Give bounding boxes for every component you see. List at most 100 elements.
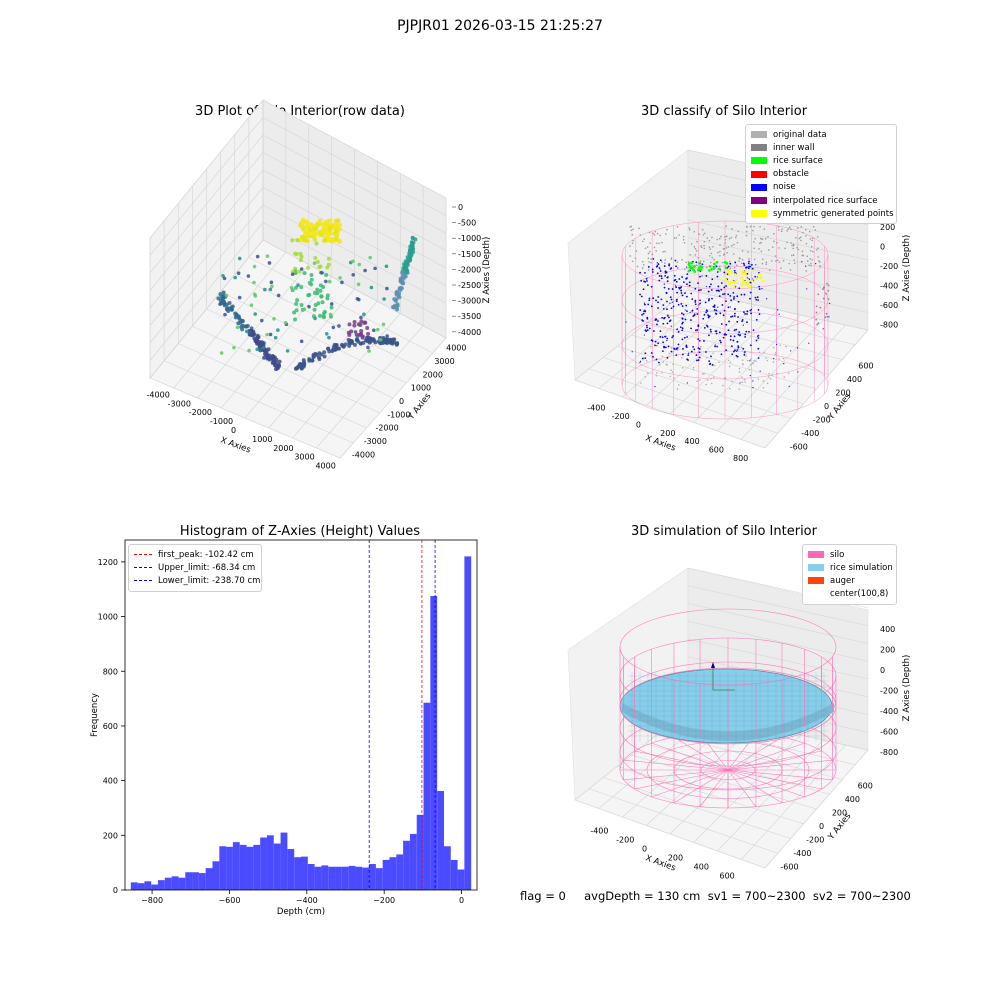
histogram-bar [287,848,295,890]
classify-point [736,355,739,358]
classify-y-tick: -600 [790,442,808,451]
classify-point [743,264,746,267]
histogram-title: Histogram of Z-Axies (Height) Values [179,524,421,539]
raw-point [327,279,332,284]
histogram-bar [158,880,165,890]
classify-point [685,346,688,349]
classify-point [736,320,739,323]
sim-silo-floor-spoke [727,769,805,798]
classify-point [652,297,655,300]
classify-point [670,369,672,371]
histogram-bar [178,877,186,890]
classify-point [721,304,724,306]
classify-point [758,285,761,288]
classify-point [674,285,677,287]
raw-point [354,332,359,337]
classify-point [743,293,746,296]
classify-point [749,360,751,362]
classify-point [674,278,677,281]
classify-point [666,300,668,303]
classify-point [648,299,651,302]
classify-point [722,314,725,317]
raw-point [401,281,406,286]
classify-point [827,284,830,287]
raw-point [299,303,304,308]
raw-point [252,264,257,269]
classify-point [741,269,745,273]
classify-point [732,350,735,353]
sim-grid-line [764,749,869,869]
classify-point [669,319,672,322]
classify-point [751,267,754,270]
classify-point [682,281,685,283]
classify-point [659,259,662,262]
classify-point [646,280,648,282]
classify-point [746,282,750,286]
classify-point [681,338,684,341]
classify-point [733,281,737,284]
classify-point [642,263,645,266]
classify-point [749,297,751,300]
classify-point [742,347,745,350]
classify-point [746,266,748,269]
classify-point [713,262,716,266]
raw-point [337,324,341,328]
classify-point [646,246,649,248]
raw-x-tick: -2000 [189,408,212,417]
classify-point [730,271,734,274]
classify-legend-entry: obstacle [751,168,891,181]
classify-point [688,229,691,231]
classify-point [742,324,745,326]
raw-y-tick: -3000 [364,437,387,446]
classify-point [718,237,721,240]
classify-point [741,320,743,323]
raw-point [373,340,378,345]
classify-point [726,251,728,254]
classify-point [815,305,818,308]
classify-point [751,362,754,364]
sim-y-tick: 600 [858,782,873,791]
classify-point [817,256,819,258]
classify-point [809,249,812,252]
classify-point [644,247,647,250]
classify-point [669,268,672,270]
classify-point [685,277,687,280]
classify-point [741,272,744,275]
raw-point [327,218,333,223]
classify-point [759,276,763,279]
classify-point [710,267,713,271]
classify-point [757,347,760,350]
raw-point [293,268,298,273]
classify-point [654,344,656,347]
classify-point [762,279,765,283]
classify-point [748,265,750,268]
classify-point [797,248,800,251]
classify-point [723,286,726,289]
classify-point [668,264,671,267]
classify-point [740,276,744,280]
raw-point [302,307,307,312]
classify-point [690,327,692,330]
classify-point [694,254,697,256]
raw-z-tick: 0 [458,203,463,212]
classify-point [727,329,730,332]
legend-label: obstacle [773,169,809,180]
classify-point [727,359,730,362]
classify-point [677,343,680,346]
classify-point [759,225,761,228]
classify-point [739,334,741,336]
classify-point [698,233,700,236]
classify-point [737,333,740,336]
classify-point [733,266,736,269]
classify-point [649,345,652,348]
classify-point [655,265,658,268]
classify-point [671,288,674,290]
classify-x-tick: 400 [684,437,699,446]
classify-point [802,231,804,234]
classify-point [694,303,697,306]
raw-point [300,222,305,228]
classify-point [817,247,819,249]
classify-point [682,321,684,324]
classify-point [631,242,634,245]
classify-point [729,335,732,338]
